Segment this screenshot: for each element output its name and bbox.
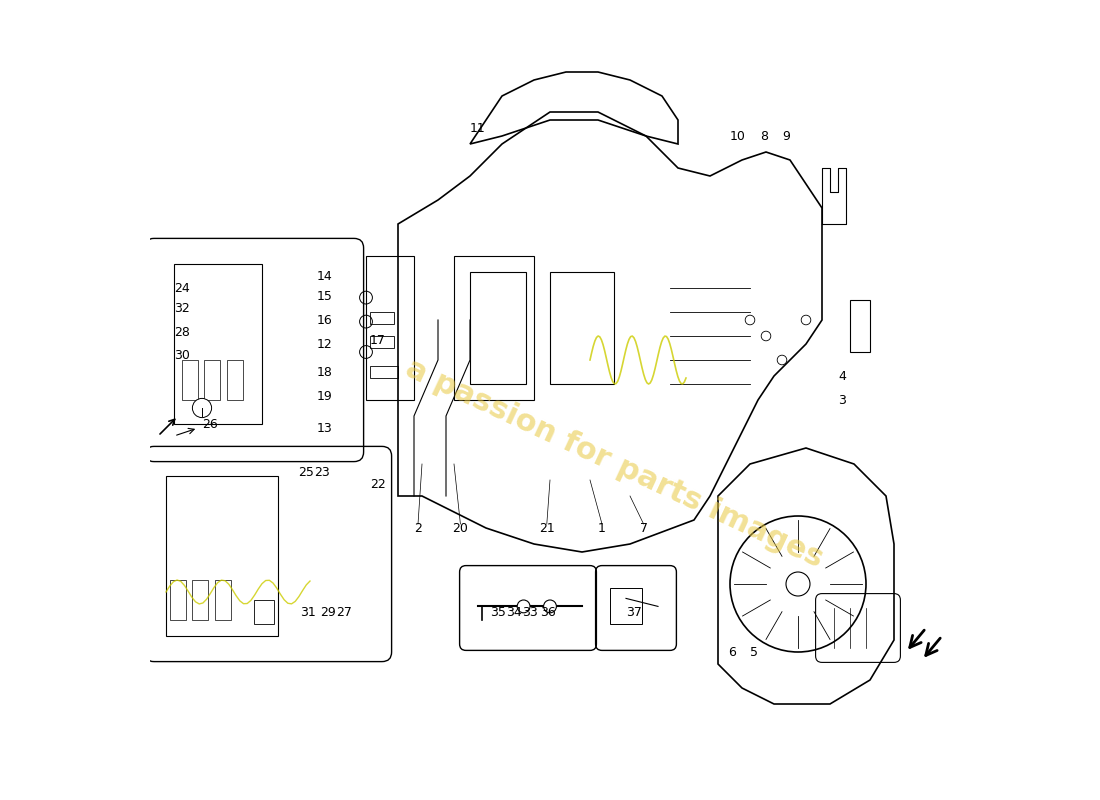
Text: 32: 32 — [174, 302, 190, 314]
Text: 29: 29 — [320, 606, 336, 618]
Bar — [166, 476, 278, 636]
Bar — [470, 272, 526, 384]
Text: 8: 8 — [760, 130, 769, 142]
Bar — [610, 588, 642, 624]
Text: 26: 26 — [202, 418, 218, 430]
Text: 10: 10 — [730, 130, 746, 142]
Text: 24: 24 — [174, 282, 190, 294]
Bar — [205, 360, 220, 400]
Text: 27: 27 — [336, 606, 352, 618]
Circle shape — [786, 572, 810, 596]
Text: 19: 19 — [317, 390, 332, 402]
Text: 14: 14 — [317, 270, 332, 282]
Text: 17: 17 — [370, 334, 386, 346]
Bar — [170, 580, 186, 620]
Text: 30: 30 — [174, 350, 190, 362]
Bar — [366, 256, 414, 400]
Circle shape — [192, 398, 211, 418]
Bar — [214, 580, 231, 620]
Text: 21: 21 — [539, 522, 554, 534]
Text: 6: 6 — [728, 646, 736, 658]
Circle shape — [543, 600, 557, 613]
Bar — [227, 360, 243, 400]
Bar — [370, 312, 394, 324]
Text: 25: 25 — [298, 466, 314, 478]
Bar — [254, 600, 274, 624]
Text: 37: 37 — [626, 606, 642, 618]
Text: 2: 2 — [414, 522, 422, 534]
Text: a passion for parts images: a passion for parts images — [400, 354, 827, 574]
Text: 3: 3 — [838, 394, 846, 406]
Bar — [182, 360, 198, 400]
Text: 9: 9 — [782, 130, 790, 142]
Text: 15: 15 — [317, 290, 332, 302]
Text: 36: 36 — [540, 606, 556, 618]
Text: 22: 22 — [370, 478, 386, 490]
Text: 20: 20 — [452, 522, 469, 534]
Text: 7: 7 — [639, 522, 648, 534]
Bar — [850, 300, 870, 352]
Text: 13: 13 — [317, 422, 332, 434]
Text: 4: 4 — [838, 370, 846, 382]
Text: 1: 1 — [598, 522, 606, 534]
Text: 11: 11 — [470, 122, 486, 134]
Circle shape — [517, 600, 530, 613]
Text: 31: 31 — [300, 606, 317, 618]
Text: 18: 18 — [317, 366, 332, 378]
Text: 28: 28 — [174, 326, 190, 338]
Text: 5: 5 — [750, 646, 758, 658]
Bar — [174, 264, 262, 424]
Text: 34: 34 — [506, 606, 521, 618]
Bar — [192, 580, 208, 620]
Text: 33: 33 — [522, 606, 538, 618]
Text: 16: 16 — [317, 314, 332, 326]
Text: 23: 23 — [315, 466, 330, 478]
Bar — [370, 336, 394, 348]
Bar — [550, 272, 614, 384]
Text: 12: 12 — [317, 338, 332, 350]
Text: 35: 35 — [491, 606, 506, 618]
Bar — [370, 366, 398, 378]
